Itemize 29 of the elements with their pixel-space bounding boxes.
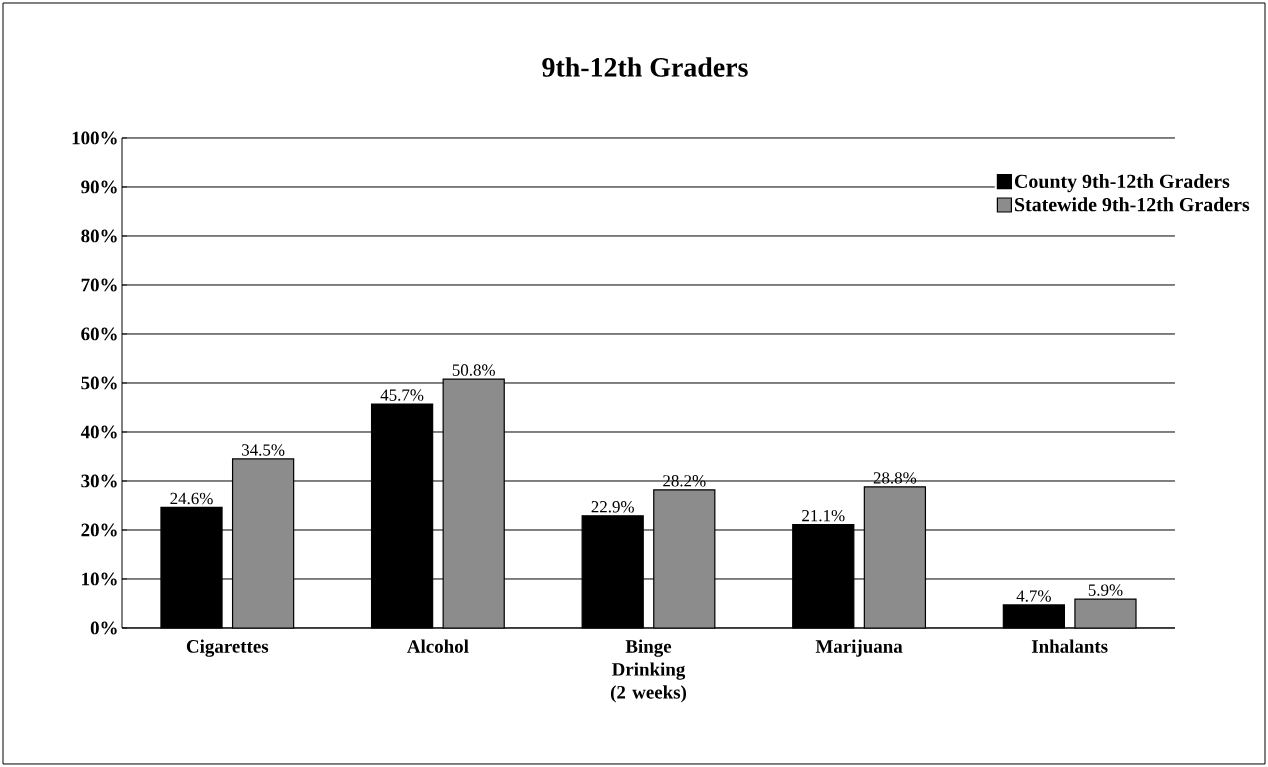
y-tick-label: 0% [90, 621, 117, 635]
data-label: 21.1% [802, 509, 845, 522]
y-tick-label: 10% [82, 572, 117, 586]
y-tick-label: 60% [81, 327, 117, 341]
x-tick-label: Inhalants [1031, 639, 1108, 653]
x-tick-label: Cigarettes [186, 639, 269, 657]
y-tick-label: 90% [81, 180, 117, 194]
data-label: 34.5% [242, 444, 285, 456]
y-tick-label: 70% [81, 278, 117, 292]
data-label: 5.9% [1088, 584, 1123, 596]
data-label: 22.9% [591, 501, 634, 513]
legend-label: Statewide 9th-12th Graders [1015, 197, 1250, 212]
y-tick-label: 40% [80, 425, 117, 439]
data-label: 28.8% [873, 472, 917, 484]
y-tick-label: 80% [81, 229, 117, 243]
y-tick-label: 20% [81, 523, 117, 537]
data-label: 45.7% [380, 389, 424, 401]
y-tick-label: 30% [81, 474, 117, 488]
chart-title: 9th-12th Graders [542, 57, 748, 77]
y-tick-label: 100% [72, 131, 117, 145]
data-label: 4.7% [1016, 590, 1051, 602]
data-label: 28.2% [663, 475, 706, 487]
y-tick-label: 50% [81, 376, 117, 390]
x-tick-label: Marijuana [815, 639, 903, 657]
data-label: 24.6% [170, 492, 213, 505]
x-tick-label: Binge Drinking (2 weeks) [610, 639, 687, 703]
x-tick-label: Alcohol [407, 639, 469, 653]
data-label: 50.8% [452, 364, 495, 376]
legend-label: County 9th-12th Graders [1014, 174, 1230, 193]
